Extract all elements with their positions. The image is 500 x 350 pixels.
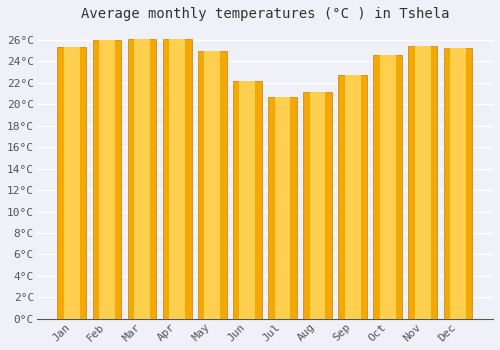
Bar bbox=[128, 39, 156, 319]
Bar bbox=[450, 48, 466, 319]
Bar bbox=[408, 46, 437, 319]
Bar bbox=[163, 39, 192, 319]
Bar bbox=[303, 92, 332, 319]
Bar bbox=[134, 39, 150, 319]
Bar bbox=[374, 55, 402, 319]
Bar bbox=[415, 46, 430, 319]
Bar bbox=[233, 80, 262, 319]
Bar bbox=[274, 97, 290, 319]
Bar bbox=[338, 75, 367, 319]
Bar bbox=[444, 48, 472, 319]
Bar bbox=[92, 40, 122, 319]
Bar bbox=[64, 47, 80, 319]
Bar bbox=[310, 92, 326, 319]
Bar bbox=[380, 55, 396, 319]
Bar bbox=[204, 50, 220, 319]
Bar bbox=[344, 75, 360, 319]
Bar bbox=[240, 80, 256, 319]
Bar bbox=[99, 40, 115, 319]
Title: Average monthly temperatures (°C ) in Tshela: Average monthly temperatures (°C ) in Ts… bbox=[80, 7, 449, 21]
Bar bbox=[58, 47, 86, 319]
Bar bbox=[169, 39, 185, 319]
Bar bbox=[268, 97, 297, 319]
Bar bbox=[198, 50, 226, 319]
